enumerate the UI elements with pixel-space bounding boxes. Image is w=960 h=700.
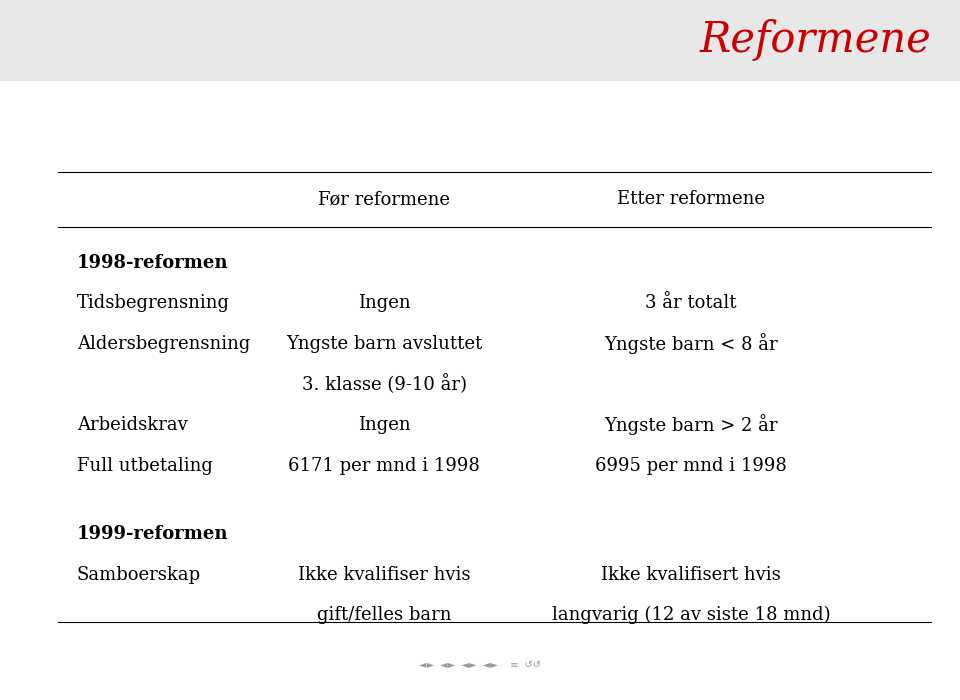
Text: gift/felles barn: gift/felles barn xyxy=(317,606,451,624)
Text: 6171 per mnd i 1998: 6171 per mnd i 1998 xyxy=(288,456,480,475)
Text: Etter reformene: Etter reformene xyxy=(617,190,765,209)
Text: Ikke kvalifisert hvis: Ikke kvalifisert hvis xyxy=(601,566,781,584)
Text: Ingen: Ingen xyxy=(358,294,410,312)
Text: Yngste barn avsluttet: Yngste barn avsluttet xyxy=(286,335,482,353)
Text: Full utbetaling: Full utbetaling xyxy=(77,456,213,475)
Text: 1999-reformen: 1999-reformen xyxy=(77,525,228,543)
Text: Aldersbegrensning: Aldersbegrensning xyxy=(77,335,251,353)
Text: langvarig (12 av siste 18 mnd): langvarig (12 av siste 18 mnd) xyxy=(552,606,830,624)
Text: Arbeidskrav: Arbeidskrav xyxy=(77,416,187,434)
Text: 6995 per mnd i 1998: 6995 per mnd i 1998 xyxy=(595,456,787,475)
Bar xyxy=(0,0,960,80)
Text: 3 år totalt: 3 år totalt xyxy=(645,294,737,312)
Text: Ikke kvalifiser hvis: Ikke kvalifiser hvis xyxy=(298,566,470,584)
Text: ◄►  ◄►  ◄►  ◄►    ≡  ↺↺: ◄► ◄► ◄► ◄► ≡ ↺↺ xyxy=(420,660,540,670)
Text: 1998-reformen: 1998-reformen xyxy=(77,253,228,272)
Text: Før reformene: Før reformene xyxy=(318,190,450,209)
Text: 3. klasse (9-10 år): 3. klasse (9-10 år) xyxy=(301,374,467,394)
Text: Samboerskap: Samboerskap xyxy=(77,566,201,584)
Text: Yngste barn > 2 år: Yngste barn > 2 år xyxy=(605,414,778,435)
Text: Tidsbegrensning: Tidsbegrensning xyxy=(77,294,229,312)
Text: Ingen: Ingen xyxy=(358,416,410,434)
Text: Yngste barn < 8 år: Yngste barn < 8 år xyxy=(605,333,778,354)
Text: Reformene: Reformene xyxy=(700,19,931,62)
